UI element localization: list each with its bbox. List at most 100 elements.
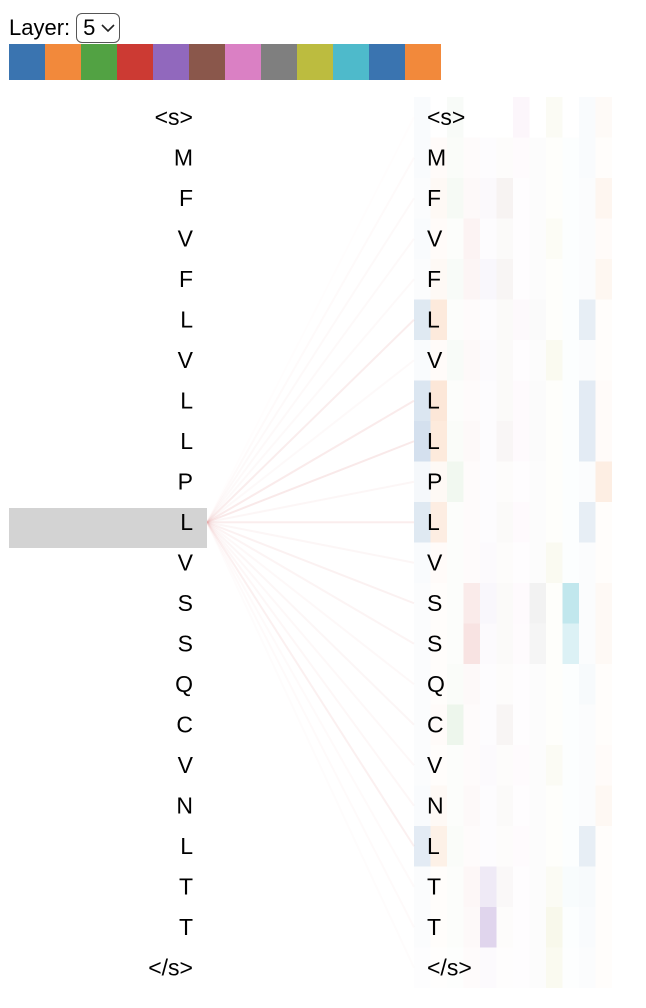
left-token[interactable]: S <box>178 590 193 616</box>
right-token-label[interactable]: M <box>427 145 446 171</box>
heatmap-cell <box>513 745 530 786</box>
layer-select[interactable]: 5 <box>76 13 121 43</box>
left-token[interactable]: L <box>180 388 193 414</box>
heatmap-cell <box>464 97 481 138</box>
right-token-label[interactable]: T <box>427 874 441 900</box>
head-swatch-3[interactable] <box>81 44 117 80</box>
left-token[interactable]: M <box>174 145 193 171</box>
right-token-label[interactable]: F <box>427 266 441 292</box>
heatmap-cell <box>563 502 580 543</box>
attention-link <box>206 359 415 524</box>
heatmap-cell <box>480 745 497 786</box>
heatmap-cell <box>513 340 530 381</box>
head-swatch-8[interactable] <box>261 44 297 80</box>
head-swatch-11[interactable] <box>369 44 405 80</box>
head-swatch-12[interactable] <box>405 44 441 80</box>
left-token[interactable]: V <box>178 226 194 252</box>
heatmap-cell <box>563 786 580 827</box>
heatmap-cell <box>480 948 497 989</box>
left-token-label: F <box>179 185 193 211</box>
right-token-label[interactable]: F <box>427 185 441 211</box>
right-token-label[interactable]: L <box>427 833 440 859</box>
heatmap-cell <box>480 502 497 543</box>
left-token-label: L <box>180 428 193 454</box>
left-token[interactable]: C <box>176 712 193 738</box>
left-token-label: T <box>179 874 193 900</box>
right-token-label[interactable]: V <box>427 347 443 373</box>
attention-link <box>206 399 415 524</box>
heatmap-cell <box>595 461 612 502</box>
left-token[interactable]: F <box>179 266 193 292</box>
right-token-label[interactable]: L <box>427 307 440 333</box>
left-token[interactable]: T <box>179 874 193 900</box>
right-token-label[interactable]: </s> <box>427 955 472 981</box>
heatmap-cell <box>480 219 497 260</box>
left-token[interactable]: V <box>178 550 194 576</box>
heatmap-cell <box>579 178 596 219</box>
attention-link <box>206 521 415 686</box>
right-token-label[interactable]: C <box>427 712 444 738</box>
left-token[interactable]: P <box>178 469 193 495</box>
head-swatch-1[interactable] <box>9 44 45 80</box>
right-token-label[interactable]: N <box>427 793 444 819</box>
heatmap-cell <box>563 826 580 867</box>
left-token[interactable]: L <box>9 508 207 548</box>
left-token[interactable]: </s> <box>148 955 193 981</box>
heatmap-cell <box>530 664 547 705</box>
right-token-label[interactable]: V <box>427 752 443 778</box>
right-token-label[interactable]: L <box>427 428 440 454</box>
heatmap-cell <box>546 502 563 543</box>
heatmap-cell <box>414 502 431 543</box>
heatmap-cell <box>529 623 546 664</box>
head-swatch-7[interactable] <box>225 44 261 80</box>
heatmap-cell <box>480 138 497 179</box>
heatmap-cell <box>579 583 596 624</box>
left-token-label: </s> <box>148 955 193 981</box>
head-swatch-10[interactable] <box>333 44 369 80</box>
head-swatch-4[interactable] <box>117 44 153 80</box>
left-token[interactable]: T <box>179 914 193 940</box>
right-token-label[interactable]: L <box>427 388 440 414</box>
left-token[interactable]: Q <box>175 671 193 697</box>
left-token[interactable]: L <box>180 428 193 454</box>
heatmap-cell <box>563 421 580 462</box>
right-token-label[interactable]: S <box>427 590 442 616</box>
head-swatch-6[interactable] <box>189 44 225 80</box>
right-token-label[interactable]: Q <box>427 671 445 697</box>
right-token-label[interactable]: S <box>427 631 442 657</box>
heatmap-cell <box>513 138 530 179</box>
left-token[interactable]: L <box>180 833 193 859</box>
right-token-label[interactable]: L <box>427 509 440 535</box>
heatmap-cell <box>562 583 579 624</box>
left-token[interactable]: N <box>176 793 193 819</box>
heatmap-cell <box>579 786 596 827</box>
heatmap-cell <box>596 138 613 179</box>
left-token[interactable]: F <box>179 185 193 211</box>
heatmap-cell <box>447 97 464 138</box>
right-token-label[interactable]: <s> <box>427 104 465 130</box>
heatmap-cell <box>497 340 514 381</box>
left-token[interactable]: L <box>180 307 193 333</box>
attention-link <box>206 278 415 523</box>
heatmap-cell <box>464 543 481 584</box>
right-token-label[interactable]: V <box>427 226 443 252</box>
right-token-label[interactable]: P <box>427 469 442 495</box>
head-swatch-9[interactable] <box>297 44 333 80</box>
left-token-label: S <box>178 590 193 616</box>
heatmap-cell <box>497 664 514 705</box>
heatmap-cell <box>530 340 547 381</box>
heatmap-cell <box>546 624 563 665</box>
head-swatch-5[interactable] <box>153 44 189 80</box>
head-swatch-2[interactable] <box>45 44 81 80</box>
left-token[interactable]: V <box>178 752 194 778</box>
heatmap-cell <box>464 664 481 705</box>
left-token[interactable]: <s> <box>155 104 193 130</box>
left-token[interactable]: S <box>178 631 193 657</box>
heatmap-cell <box>546 218 563 259</box>
heatmap-cell <box>546 826 563 867</box>
right-token-label[interactable]: T <box>427 914 441 940</box>
right-token-label[interactable]: V <box>427 550 443 576</box>
left-token[interactable]: V <box>178 347 194 373</box>
heatmap-cell <box>513 786 530 827</box>
